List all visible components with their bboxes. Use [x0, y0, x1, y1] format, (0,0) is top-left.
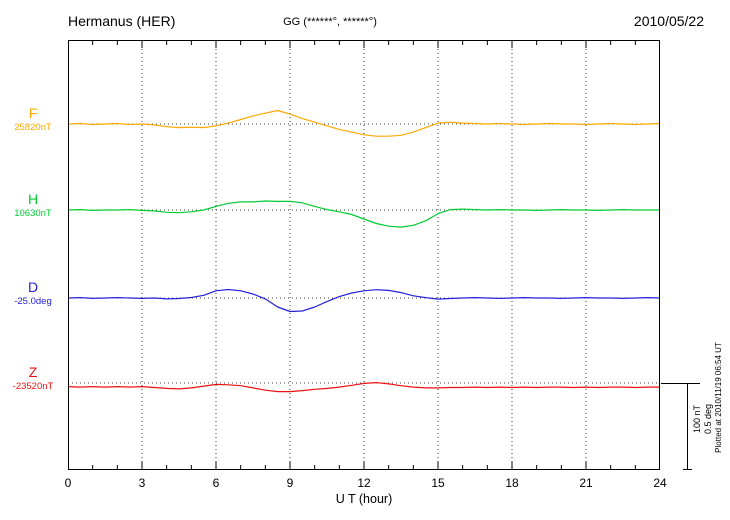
series-letter: F [28, 105, 38, 121]
x-tick-label: 9 [286, 476, 294, 490]
scale-nt-label: 100 nT [692, 404, 702, 434]
series-baseline-value: -25.0deg [14, 296, 52, 307]
x-tick-label: 12 [357, 476, 371, 490]
scale-deg-label: 0.5 deg [703, 403, 713, 435]
scale-bracket-line [687, 383, 688, 470]
scale-bracket-bottom [683, 469, 692, 470]
x-axis-ticks: 0 3 6 9 12 15 18 21 24 [0, 476, 730, 492]
station-title: Hermanus (HER) [68, 13, 176, 29]
scale-bracket-top [661, 383, 700, 384]
date-label: 2010/05/22 [633, 13, 704, 29]
series-label-F: F 25820nT [2, 105, 64, 134]
x-tick-label: 3 [138, 476, 146, 490]
x-tick-label: 24 [653, 476, 667, 490]
series-letter: Z [28, 364, 38, 380]
plot-area [67, 40, 661, 470]
x-axis-label: U T (hour) [335, 492, 393, 506]
x-tick-label: 18 [505, 476, 519, 490]
series-baseline-value: 10630nT [14, 208, 52, 219]
x-tick-label: 0 [64, 476, 72, 490]
x-tick-label: 6 [212, 476, 220, 490]
series-baseline-value: -23520nT [12, 381, 54, 392]
plot-svg [67, 40, 661, 470]
scale-bar-labels: 100 nT 0.5 deg [692, 382, 714, 456]
series-baseline-value: 25820nT [14, 122, 52, 133]
x-tick-label: 15 [431, 476, 445, 490]
series-label-H: H 10630nT [2, 191, 64, 220]
series-letter: D [27, 279, 39, 295]
series-label-Z: Z -23520nT [2, 364, 64, 393]
series-label-D: D -25.0deg [2, 279, 64, 308]
x-tick-label: 21 [579, 476, 593, 490]
plotted-at-label: Plotted at 2010/11/19 06:54 UT [714, 342, 723, 453]
series-letter: H [27, 191, 39, 207]
coords-title: GG (******°, ******°) [283, 16, 377, 28]
